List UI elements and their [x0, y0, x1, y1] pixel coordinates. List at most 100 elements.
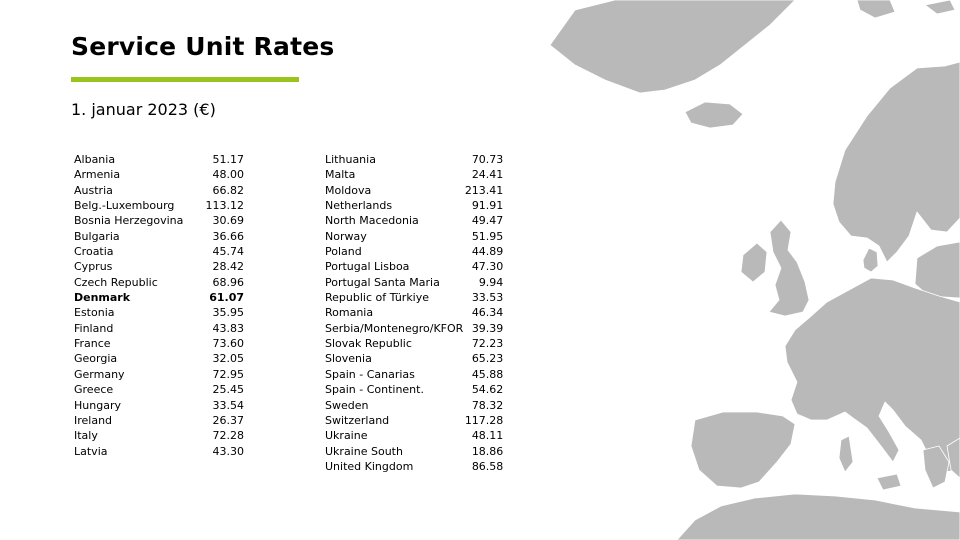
date-subtitle: 1. januar 2023 (€) [71, 100, 216, 119]
map-ireland [740, 242, 768, 283]
rate-row: Portugal Santa Maria 9.94 [325, 275, 503, 290]
country-name: Finland [74, 321, 114, 335]
rate-row: Serbia/Montenegro/KFOR 39.39 [325, 321, 503, 336]
rate-row: Ireland 26.37 [74, 413, 244, 428]
rate-value: 45.74 [212, 245, 245, 259]
rate-value: 32.05 [212, 352, 245, 366]
map-arctic-island [924, 0, 956, 15]
rate-row: United Kingdom 86.58 [325, 459, 503, 474]
rate-value: 73.60 [212, 337, 245, 351]
country-name: Malta [325, 168, 356, 182]
map-iberia [690, 411, 796, 489]
page-title: Service Unit Rates [71, 32, 335, 61]
rate-value: 54.62 [471, 383, 504, 397]
rate-value: 48.00 [212, 168, 245, 182]
rate-value: 36.66 [212, 229, 245, 243]
rate-value: 26.37 [212, 413, 245, 427]
rate-row: Slovenia 65.23 [325, 351, 503, 366]
country-name: Czech Republic [74, 275, 158, 289]
country-name: Bosnia Herzegovina [74, 214, 184, 228]
map-iceland [684, 101, 744, 129]
rate-row: Republic of Türkiye 33.53 [325, 290, 503, 305]
map-north-africa [676, 493, 960, 540]
rate-row: France 73.60 [74, 336, 244, 351]
rate-value: 113.12 [205, 199, 245, 213]
rate-value: 51.95 [471, 229, 504, 243]
rate-row: Cyprus 28.42 [74, 259, 244, 274]
country-name: Ireland [74, 413, 113, 427]
rate-value: 48.11 [471, 429, 504, 443]
country-name: Ukraine South [325, 444, 403, 458]
rate-row: Bulgaria 36.66 [74, 229, 244, 244]
rate-value: 70.73 [471, 153, 504, 166]
country-name: Austria [74, 183, 113, 197]
rate-value: 117.28 [464, 413, 504, 427]
country-name: Hungary [74, 398, 121, 412]
rate-value: 66.82 [212, 183, 245, 197]
rate-row: Malta 24.41 [325, 167, 503, 182]
rate-row: Italy 72.28 [74, 428, 244, 443]
rate-value: 72.28 [212, 429, 245, 443]
country-name: Bulgaria [74, 229, 120, 243]
country-name: Poland [325, 245, 362, 259]
rate-row: Croatia 45.74 [74, 244, 244, 259]
rate-value: 91.91 [471, 199, 504, 213]
rate-row: Slovak Republic 72.23 [325, 336, 503, 351]
map-greece [922, 445, 950, 489]
country-name: Italy [74, 429, 98, 443]
country-name: Georgia [74, 352, 118, 366]
rate-row: Estonia 35.95 [74, 305, 244, 320]
rate-row: North Macedonia 49.47 [325, 213, 503, 228]
country-name: Romania [325, 306, 374, 320]
country-name: Denmark [74, 291, 131, 305]
rate-value: 46.34 [471, 306, 504, 320]
rate-value: 68.96 [212, 275, 245, 289]
country-name: Lithuania [325, 153, 376, 166]
rate-value: 72.95 [212, 367, 245, 381]
rate-value: 72.23 [471, 337, 504, 351]
country-name: Ukraine [325, 429, 368, 443]
rate-value: 28.42 [212, 260, 245, 274]
country-name: Norway [325, 229, 367, 243]
rate-value: 45.88 [471, 367, 504, 381]
rate-value: 35.95 [212, 306, 245, 320]
rate-value: 86.58 [471, 459, 504, 473]
rate-row: Spain - Continent. 54.62 [325, 382, 503, 397]
rate-value: 9.94 [478, 275, 504, 289]
rate-row: Greece 25.45 [74, 382, 244, 397]
map-baltics [914, 241, 960, 299]
map-great-britain [768, 219, 810, 317]
country-name: Republic of Türkiye [325, 291, 430, 305]
rate-value: 18.86 [471, 444, 504, 458]
rate-value: 30.69 [212, 214, 245, 228]
rates-table-right: Lithuania 70.73 Malta 24.41 Moldova 213.41 Net… [325, 152, 503, 474]
rate-row: Germany 72.95 [74, 367, 244, 382]
rate-value: 43.30 [212, 444, 245, 458]
rate-value: 43.83 [212, 321, 245, 335]
rate-value: 33.53 [471, 291, 504, 305]
rate-row: Switzerland 117.28 [325, 413, 503, 428]
country-name: United Kingdom [325, 459, 414, 473]
country-name: Albania [74, 153, 116, 166]
rate-value: 61.07 [209, 291, 244, 305]
rate-value: 44.89 [471, 245, 504, 259]
country-name: Belg.-Luxembourg [74, 199, 175, 213]
rate-row: Belg.-Luxembourg 113.12 [74, 198, 244, 213]
rate-row: Albania 51.17 [74, 152, 244, 167]
rate-row: Bosnia Herzegovina 30.69 [74, 213, 244, 228]
rate-row: Moldova 213.41 [325, 183, 503, 198]
rate-row: Latvia 43.30 [74, 444, 244, 459]
country-name: Portugal Santa Maria [325, 275, 440, 289]
map-greenland [549, 0, 796, 94]
rate-row: Lithuania 70.73 [325, 152, 503, 167]
country-name: Cyprus [74, 260, 113, 274]
rate-row: Spain - Canarias 45.88 [325, 367, 503, 382]
rate-row: Norway 51.95 [325, 229, 503, 244]
map-denmark [862, 247, 879, 273]
rate-row: Romania 46.34 [325, 305, 503, 320]
map-svalbard [856, 0, 896, 19]
country-name: France [74, 337, 111, 351]
country-name: Armenia [74, 168, 121, 182]
country-name: Serbia/Montenegro/KFOR [325, 321, 464, 335]
europe-map [549, 0, 960, 540]
